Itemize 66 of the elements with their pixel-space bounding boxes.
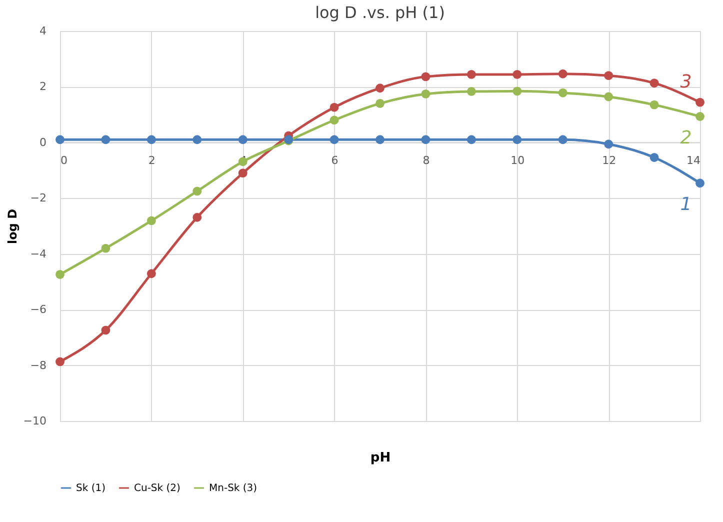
point xyxy=(466,70,476,79)
x-tick-label: 2 xyxy=(148,154,156,167)
y-tick-label: −2 xyxy=(30,192,46,205)
point xyxy=(604,140,614,149)
point xyxy=(330,135,339,144)
annotation: 1 xyxy=(680,194,692,216)
point xyxy=(376,84,384,93)
point xyxy=(330,116,339,125)
point xyxy=(146,216,156,226)
y-tick-label: −10 xyxy=(23,414,46,428)
point xyxy=(696,112,704,121)
point xyxy=(558,135,568,144)
y-tick-label: 0 xyxy=(40,136,46,149)
point xyxy=(238,135,248,144)
point xyxy=(238,157,248,166)
x-tick-label: 8 xyxy=(422,154,430,167)
point xyxy=(558,69,568,78)
x-tick-label: 12 xyxy=(602,154,616,167)
point xyxy=(146,135,156,144)
point xyxy=(466,86,476,96)
y-tick-label: −6 xyxy=(30,303,46,316)
x-tick-label: 10 xyxy=(510,154,525,167)
point xyxy=(558,88,568,98)
y-axis-title: log D xyxy=(5,208,20,244)
point xyxy=(421,135,430,144)
y-tick-label: 4 xyxy=(40,24,46,38)
point xyxy=(696,98,704,107)
point xyxy=(696,178,704,188)
annotation: 2 xyxy=(680,128,692,149)
point xyxy=(466,135,476,144)
point xyxy=(330,102,339,112)
point xyxy=(101,244,110,253)
x-tick-label: 6 xyxy=(331,154,338,167)
point xyxy=(512,70,522,79)
point xyxy=(192,212,202,222)
point xyxy=(604,92,614,102)
point xyxy=(56,270,64,279)
point xyxy=(421,72,430,82)
point xyxy=(101,326,110,335)
legend-label: Sk (1) xyxy=(76,483,106,494)
point xyxy=(192,135,202,144)
point xyxy=(650,100,659,110)
x-tick-label: 14 xyxy=(686,154,700,167)
y-tick-label: −8 xyxy=(30,358,46,372)
point xyxy=(650,78,659,88)
point xyxy=(650,153,659,162)
y-tick-label: 2 xyxy=(40,80,46,94)
chart-title: log D .vs. pH (1) xyxy=(315,3,445,22)
point xyxy=(376,135,384,144)
point xyxy=(101,135,110,144)
point xyxy=(421,89,430,98)
y-tick-label: −4 xyxy=(30,247,46,260)
point xyxy=(376,98,384,108)
point xyxy=(512,135,522,144)
point xyxy=(192,186,202,196)
annotation: 3 xyxy=(680,71,692,92)
legend-label: Mn-Sk (3) xyxy=(209,483,258,494)
x-tick-label: 0 xyxy=(60,154,68,167)
legend-label: Cu-Sk (2) xyxy=(134,483,181,494)
point xyxy=(56,135,64,144)
x-axis-title: pH xyxy=(370,450,391,466)
point xyxy=(146,269,156,278)
point xyxy=(238,168,248,178)
point xyxy=(604,71,614,80)
point xyxy=(512,86,522,96)
point xyxy=(56,357,64,366)
